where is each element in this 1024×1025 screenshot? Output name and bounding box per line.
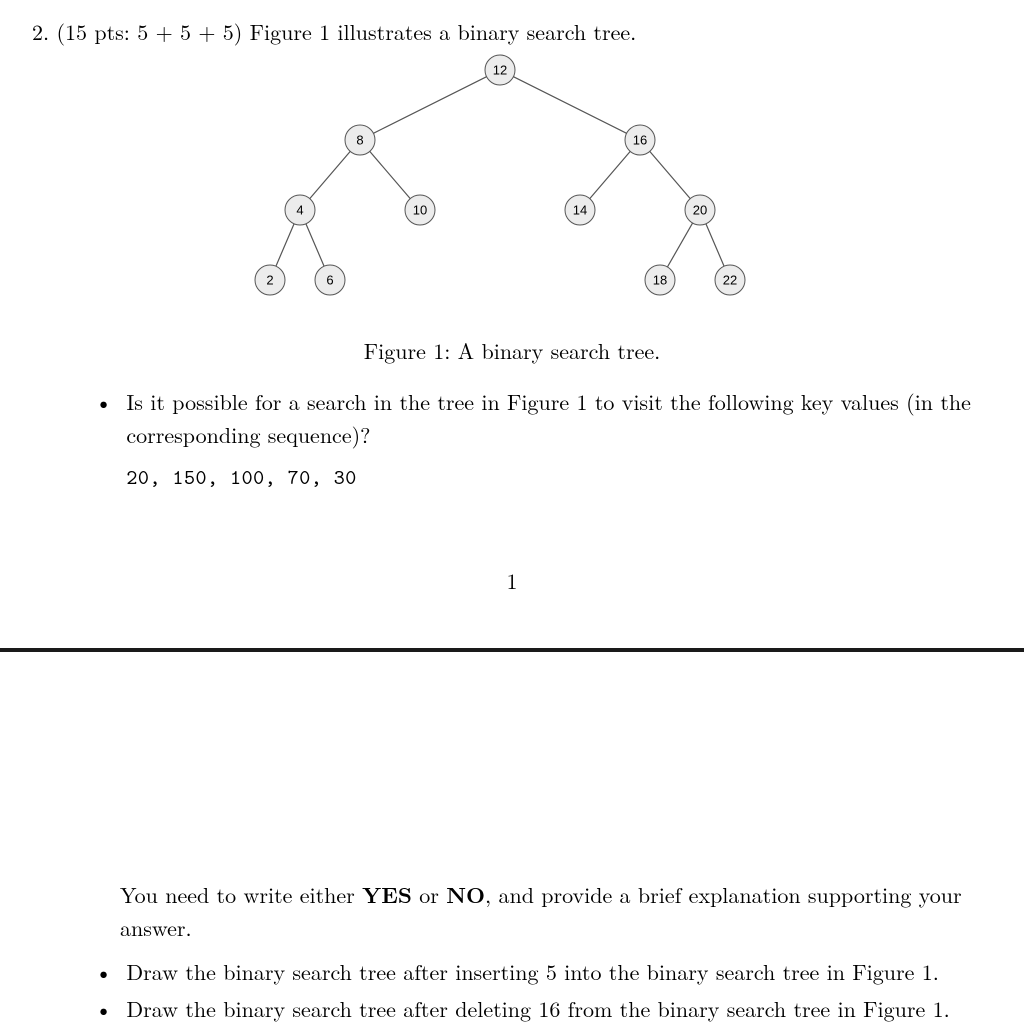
figure-caption: Figure 1: A binary search tree. [0, 335, 1024, 366]
tree-node-label: 6 [326, 273, 333, 288]
tree-node-label: 12 [493, 63, 507, 78]
instr-no: NO [446, 879, 485, 910]
tree-edge [590, 151, 630, 198]
tree-node-label: 18 [653, 273, 667, 288]
tree-node: 12 [485, 55, 515, 85]
tree-diagram: 128164101420261822 [0, 50, 1024, 310]
tree-node-label: 14 [573, 203, 587, 218]
tree-node: 14 [565, 195, 595, 225]
tree-node-label: 10 [413, 203, 427, 218]
bullet-dot-icon: • [95, 992, 119, 1025]
instr-yes: YES [362, 879, 412, 910]
tree-edge [667, 223, 692, 267]
tree-node: 18 [645, 265, 675, 295]
tree-edge [370, 151, 410, 198]
tree-node: 2 [255, 265, 285, 295]
page: 2. (15 pts: 5 + 5 + 5) Figure 1 illustra… [0, 0, 1024, 1024]
bullet-dot-icon: • [95, 385, 119, 418]
tree-svg: 128164101420261822 [0, 50, 1024, 310]
bullet-1-line1: Is it possible for a search in the tree … [126, 386, 971, 417]
bullet-1-line2: corresponding sequence)? [126, 419, 370, 450]
bullet-3: • Draw the binary search tree after dele… [95, 992, 1006, 1025]
bullet-dot-icon: • [95, 955, 119, 988]
tree-node: 10 [405, 195, 435, 225]
tree-node: 4 [285, 195, 315, 225]
tree-edge [306, 224, 324, 266]
instr-pre: You need to write either [120, 879, 362, 910]
tree-node-label: 22 [723, 273, 737, 288]
tree-node-label: 8 [356, 133, 363, 148]
page-divider [0, 648, 1024, 652]
tree-edge [373, 77, 486, 134]
bullet-2: • Draw the binary search tree after inse… [95, 955, 1006, 988]
tree-node: 16 [625, 125, 655, 155]
instr-or: or [412, 879, 446, 910]
page-number: 1 [0, 565, 1024, 596]
question-points: (15 pts: 5 + 5 + 5) Figure 1 illustrates… [56, 16, 636, 47]
instr-line2: answer. [120, 912, 192, 943]
tree-node: 6 [315, 265, 345, 295]
tree-edge [276, 224, 294, 266]
bullet-1-sequence: 20, 150, 100, 70, 30 [126, 463, 357, 491]
instruction-text: You need to write either YES or NO, and … [120, 878, 1000, 944]
bullet-1-text: Is it possible for a search in the tree … [126, 385, 1006, 494]
bullet-1: • Is it possible for a search in the tre… [95, 385, 1006, 494]
question-line: 2. (15 pts: 5 + 5 + 5) Figure 1 illustra… [32, 16, 636, 47]
tree-edge [706, 224, 724, 266]
tree-node: 8 [345, 125, 375, 155]
instruction-block: You need to write either YES or NO, and … [120, 878, 1000, 944]
bullet-2-text: Draw the binary search tree after insert… [126, 955, 1006, 988]
tree-node: 22 [715, 265, 745, 295]
tree-node-label: 20 [693, 203, 707, 218]
tree-node-label: 16 [633, 133, 647, 148]
tree-edge [650, 151, 690, 198]
question-number: 2. [32, 16, 49, 47]
instr-post: , and provide a brief explanation suppor… [485, 879, 962, 910]
tree-edge [310, 151, 350, 198]
tree-node-label: 2 [266, 273, 273, 288]
bullet-3-text: Draw the binary search tree after deleti… [126, 992, 1006, 1025]
tree-node: 20 [685, 195, 715, 225]
tree-edge [513, 77, 626, 134]
tree-node-label: 4 [296, 203, 303, 218]
